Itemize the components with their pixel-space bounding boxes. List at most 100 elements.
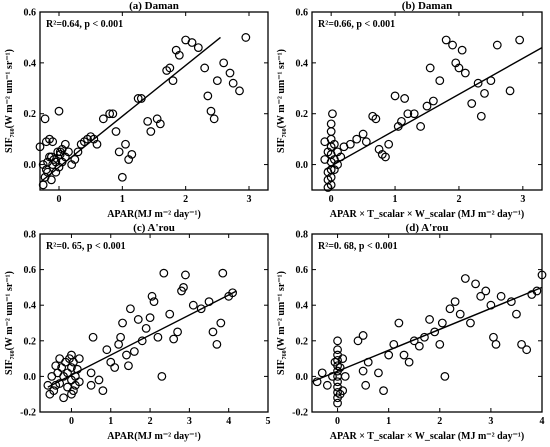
data-point bbox=[352, 134, 362, 144]
x-tick-label: 0 bbox=[335, 416, 340, 427]
data-point bbox=[361, 137, 371, 147]
data-point bbox=[51, 361, 61, 371]
data-point bbox=[228, 288, 238, 298]
stat-annotation: R²=0.66, p < 0.001 bbox=[318, 19, 395, 30]
data-point bbox=[110, 363, 120, 372]
data-point bbox=[74, 354, 84, 364]
data-point bbox=[72, 364, 82, 374]
data-point bbox=[361, 380, 371, 390]
panel-title: (c) A'rou bbox=[133, 222, 175, 234]
data-point bbox=[159, 268, 169, 278]
data-point bbox=[345, 139, 355, 149]
x-axis-label: APAR × T_scalar × W_scalar (MJ m⁻² day⁻¹… bbox=[330, 209, 525, 220]
data-point bbox=[441, 35, 451, 45]
data-point bbox=[320, 155, 330, 164]
data-point bbox=[414, 341, 424, 351]
data-point bbox=[430, 327, 440, 337]
data-point bbox=[403, 109, 413, 119]
data-point bbox=[203, 91, 213, 101]
data-point bbox=[187, 38, 197, 47]
x-tick-label: 4 bbox=[540, 416, 545, 427]
y-tick-label: 0.2 bbox=[24, 109, 37, 120]
data-point bbox=[317, 368, 327, 378]
x-tick-label: 0 bbox=[57, 194, 62, 205]
data-point bbox=[98, 386, 108, 396]
data-point bbox=[216, 318, 226, 328]
data-point bbox=[505, 86, 515, 96]
data-point bbox=[328, 109, 337, 119]
data-point bbox=[153, 332, 163, 342]
x-tick-label: 1 bbox=[120, 194, 125, 205]
data-point bbox=[55, 354, 65, 364]
data-point bbox=[481, 286, 491, 296]
data-point bbox=[86, 380, 96, 390]
data-point bbox=[330, 357, 340, 367]
data-point bbox=[196, 304, 206, 314]
stat-annotation: R²=0.64, p < 0.001 bbox=[46, 19, 123, 30]
data-point bbox=[121, 139, 130, 149]
data-point bbox=[323, 147, 333, 157]
x-tick-label: 2 bbox=[183, 194, 188, 205]
data-point bbox=[448, 40, 457, 50]
data-point bbox=[141, 323, 151, 333]
data-point bbox=[384, 350, 394, 360]
data-point bbox=[106, 357, 116, 367]
data-point bbox=[219, 58, 229, 68]
data-point bbox=[60, 152, 70, 162]
data-point bbox=[390, 91, 400, 101]
data-point bbox=[397, 116, 406, 126]
data-point bbox=[47, 152, 56, 162]
data-point bbox=[133, 315, 143, 324]
data-point bbox=[49, 155, 59, 164]
data-point bbox=[384, 139, 394, 149]
data-point bbox=[94, 375, 104, 385]
data-point bbox=[437, 318, 447, 328]
data-point bbox=[428, 96, 438, 106]
data-point bbox=[460, 274, 470, 283]
y-tick-label: 0.4 bbox=[24, 58, 37, 69]
data-point bbox=[358, 129, 368, 139]
x-tick-label: 3 bbox=[187, 416, 192, 427]
data-point bbox=[114, 147, 124, 157]
data-point bbox=[38, 160, 48, 169]
data-point bbox=[124, 361, 133, 371]
y-tick-label: 0.6 bbox=[296, 8, 309, 19]
data-point bbox=[188, 300, 198, 310]
data-point bbox=[47, 175, 56, 185]
regression-line bbox=[47, 290, 237, 388]
regression-line bbox=[311, 286, 543, 383]
data-point bbox=[425, 315, 434, 324]
data-point bbox=[460, 68, 470, 78]
y-axis-label: SIF₇₆₀(W m⁻² um⁻¹ sr⁻¹) bbox=[276, 49, 287, 153]
data-point bbox=[409, 109, 419, 119]
data-point bbox=[480, 88, 489, 98]
y-axis-label: SIF₇₆₀(W m⁻² um⁻¹ sr⁻¹) bbox=[4, 49, 15, 153]
stat-annotation: R²=0. 65, p < 0.001 bbox=[46, 241, 126, 252]
data-point bbox=[102, 345, 112, 355]
data-point bbox=[53, 147, 63, 157]
y-tick-label: 0.2 bbox=[296, 109, 309, 120]
data-point bbox=[467, 99, 477, 108]
data-point bbox=[208, 327, 218, 337]
y-tick-label: 0.4 bbox=[296, 58, 309, 69]
data-point bbox=[522, 345, 532, 355]
y-tick-label: 0.8 bbox=[296, 230, 309, 241]
x-tick-label: 5 bbox=[266, 416, 271, 427]
x-axis-label: APAR(MJ m⁻² day⁻¹) bbox=[107, 431, 201, 442]
data-point bbox=[399, 350, 409, 360]
data-point bbox=[228, 78, 238, 88]
data-point bbox=[114, 339, 124, 349]
y-tick-label: 0.0 bbox=[296, 372, 309, 383]
panel-4: 0 1 2 3 4 -0.2 0.0 0.2 0.4 0.6 0.8 (d) A'rou R²=0. 6… bbox=[276, 222, 547, 442]
data-point bbox=[379, 386, 388, 396]
data-point bbox=[92, 139, 102, 149]
data-point bbox=[35, 142, 45, 152]
panel-title: (a) Daman bbox=[129, 0, 179, 12]
y-tick-label: 0.6 bbox=[296, 265, 309, 276]
data-point bbox=[86, 368, 96, 378]
data-point bbox=[455, 309, 465, 319]
data-point bbox=[416, 122, 426, 131]
data-point bbox=[489, 332, 498, 342]
data-point bbox=[147, 291, 157, 301]
